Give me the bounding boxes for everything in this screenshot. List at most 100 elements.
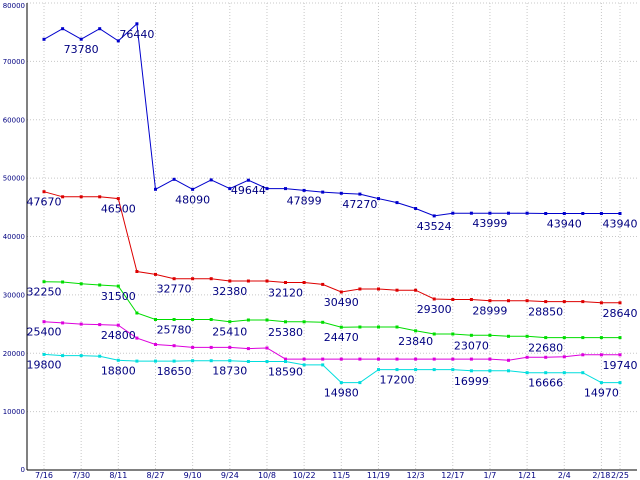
- data-label: 14970: [584, 387, 619, 400]
- x-tick-label: 11/19: [367, 471, 390, 480]
- data-point: [488, 369, 492, 373]
- data-point: [469, 211, 473, 215]
- data-point: [377, 357, 380, 361]
- data-point: [284, 357, 287, 361]
- y-tick-labels: 0 10000 20000 30000 40000 50000 60000 70000 8000…: [3, 2, 25, 474]
- data-point: [599, 336, 603, 340]
- data-label: 29300: [417, 303, 452, 316]
- data-point: [618, 353, 622, 357]
- data-point: [265, 279, 269, 283]
- data-point: [469, 333, 473, 337]
- data-point: [544, 355, 548, 359]
- data-point: [191, 359, 195, 363]
- data-point: [544, 300, 548, 304]
- data-point: [414, 368, 418, 372]
- data-point: [61, 354, 65, 358]
- data-point: [172, 177, 176, 181]
- data-label: 32120: [268, 286, 303, 299]
- data-point: [599, 353, 603, 357]
- data-label: 43940: [603, 218, 638, 231]
- data-point: [42, 37, 46, 41]
- data-point: [432, 297, 436, 301]
- data-point: [358, 287, 362, 291]
- y-tick-label: 20000: [3, 350, 25, 358]
- data-label: 32250: [27, 286, 62, 299]
- data-point: [302, 357, 306, 361]
- data-point: [116, 197, 120, 201]
- series-4: [42, 352, 622, 385]
- data-point: [246, 279, 250, 283]
- data-point: [116, 284, 120, 288]
- data-point: [42, 190, 46, 194]
- y-tick-label: 50000: [3, 175, 25, 183]
- data-label: 32380: [212, 285, 247, 298]
- data-label: 18590: [268, 365, 303, 378]
- data-label: 47899: [287, 194, 322, 207]
- data-point: [79, 195, 83, 199]
- data-point: [172, 344, 176, 348]
- data-point: [432, 357, 436, 361]
- data-point: [79, 282, 83, 286]
- data-point: [265, 346, 269, 350]
- data-label: 23840: [398, 335, 433, 348]
- data-point: [246, 360, 250, 363]
- series-lines: [42, 22, 622, 385]
- data-point: [265, 360, 269, 363]
- data-point: [265, 187, 269, 191]
- data-point: [321, 320, 325, 324]
- data-label: 30490: [324, 296, 359, 309]
- data-label: 47270: [342, 198, 377, 211]
- data-point: [98, 323, 102, 327]
- data-point: [395, 368, 399, 372]
- y-tick-label: 70000: [3, 58, 25, 66]
- data-point: [284, 281, 287, 284]
- data-point: [432, 332, 436, 336]
- data-point: [321, 357, 325, 361]
- data-point: [358, 192, 362, 196]
- data-label: 28999: [472, 305, 507, 318]
- data-point: [618, 336, 622, 340]
- data-point: [209, 318, 213, 321]
- data-point: [302, 188, 306, 192]
- series-3: [42, 320, 622, 362]
- data-point: [209, 345, 213, 349]
- data-label: 25400: [27, 326, 62, 339]
- data-point: [284, 320, 287, 324]
- data-point: [507, 334, 510, 338]
- data-point: [209, 359, 213, 363]
- x-tick-label: 2/4: [558, 471, 571, 480]
- data-label: 28640: [603, 307, 638, 320]
- data-point: [172, 318, 176, 321]
- data-label: 25380: [268, 326, 303, 339]
- data-point: [154, 272, 157, 276]
- data-point: [116, 323, 120, 327]
- x-tick-label: 9/24: [221, 471, 239, 480]
- data-label: 47670: [27, 196, 62, 209]
- data-point: [135, 22, 139, 26]
- data-point: [79, 322, 83, 326]
- data-point: [172, 359, 176, 363]
- data-point: [451, 211, 455, 215]
- x-tick-label: 9/10: [184, 471, 202, 480]
- data-point: [414, 207, 418, 210]
- data-point: [302, 281, 306, 284]
- series-0: [42, 22, 622, 218]
- data-point: [358, 381, 362, 385]
- data-label: 22680: [528, 342, 563, 355]
- data-point: [581, 353, 585, 357]
- data-point: [562, 212, 566, 215]
- data-point: [377, 368, 380, 372]
- data-label: 17200: [380, 374, 415, 387]
- data-point: [507, 211, 510, 215]
- data-point: [618, 301, 622, 305]
- data-point: [135, 336, 139, 340]
- y-tick-label: 60000: [3, 116, 25, 124]
- data-point: [562, 300, 566, 304]
- axes: [26, 3, 637, 471]
- x-tick-label: 11/5: [332, 471, 350, 480]
- data-point: [191, 187, 195, 191]
- data-point: [339, 290, 343, 294]
- data-point: [61, 280, 65, 284]
- data-point: [414, 288, 418, 292]
